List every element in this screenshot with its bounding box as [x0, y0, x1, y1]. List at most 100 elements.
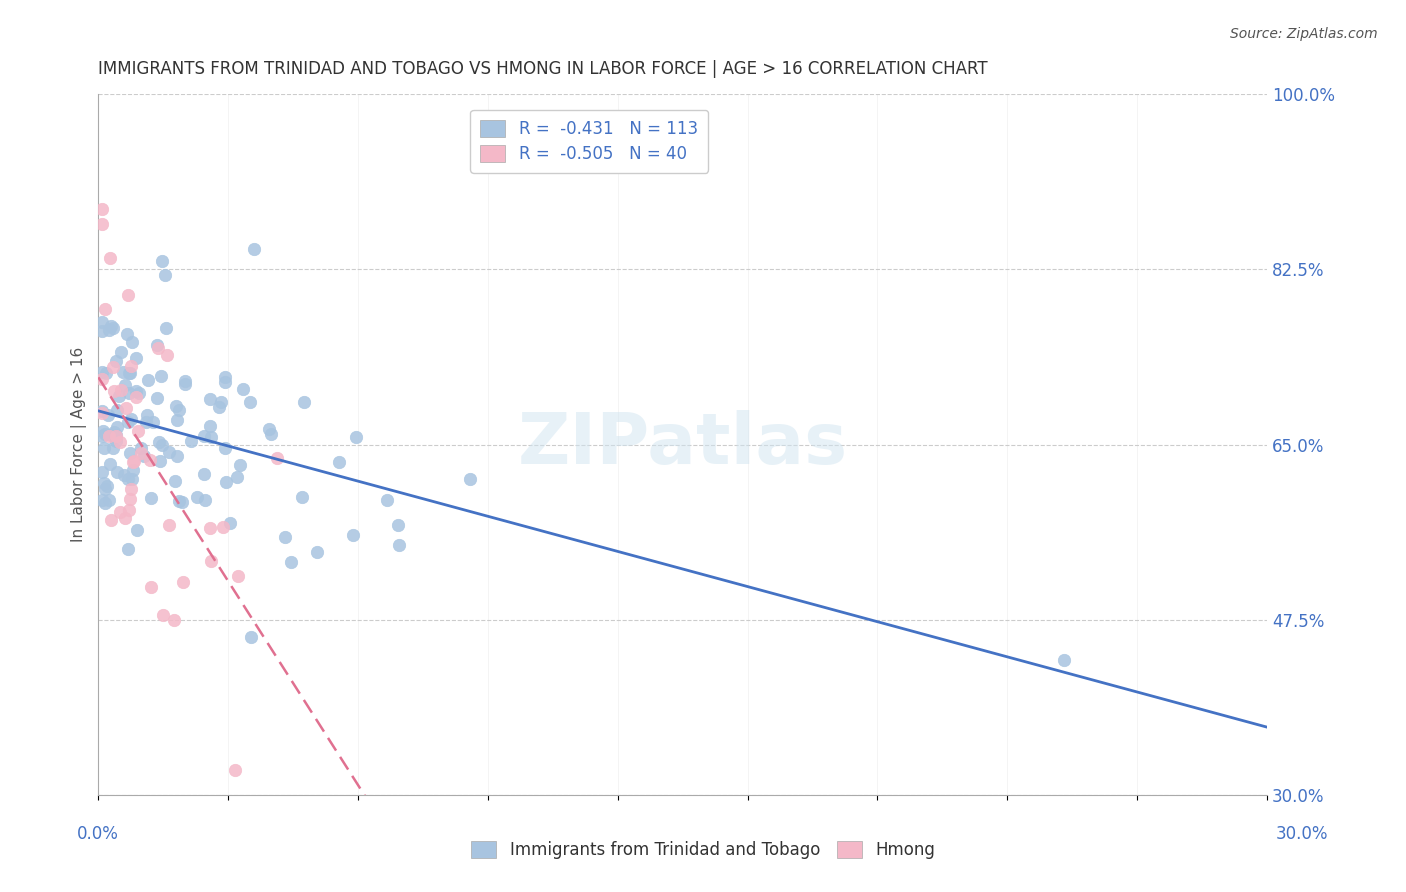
Point [91, 406, 114, 420]
Point [100, 428, 122, 442]
Point [149, 454, 172, 468]
Point [96, 367, 118, 381]
Point [98, 493, 121, 508]
Point [120, 366, 142, 380]
Point [94, 426, 117, 441]
Point [114, 511, 136, 525]
Point [292, 394, 315, 409]
Point [214, 375, 236, 389]
Point [114, 378, 136, 392]
Point [170, 495, 193, 509]
Point [458, 472, 481, 486]
Point [260, 427, 283, 442]
Point [117, 472, 139, 486]
Point [108, 434, 131, 449]
Point [115, 327, 138, 342]
Point [118, 503, 141, 517]
Point [226, 469, 249, 483]
Point [96, 478, 118, 492]
Point [243, 243, 266, 257]
Point [156, 348, 179, 362]
Point [93, 441, 115, 455]
Point [200, 419, 222, 434]
Point [146, 338, 169, 352]
Point [193, 429, 215, 443]
Point [103, 384, 125, 399]
Point [127, 424, 149, 438]
Point [132, 449, 155, 463]
Y-axis label: In Labor Force | Age > 16: In Labor Force | Age > 16 [72, 347, 87, 542]
Point [174, 375, 197, 389]
Point [124, 453, 146, 467]
Point [93, 476, 115, 491]
Point [166, 413, 188, 427]
Point [100, 512, 122, 526]
Point [110, 345, 132, 359]
Point [152, 608, 174, 623]
Point [112, 468, 135, 483]
Point [165, 399, 187, 413]
Point [97, 409, 120, 423]
Point [118, 386, 141, 401]
Point [224, 763, 246, 777]
Point [280, 555, 302, 569]
Point [91, 372, 114, 386]
Point [208, 401, 231, 415]
Point [212, 520, 235, 534]
Point [107, 389, 129, 403]
Point [232, 382, 254, 396]
Point [257, 422, 280, 436]
Point [136, 373, 159, 387]
Point [141, 580, 163, 594]
Point [118, 366, 141, 380]
Legend: R =  -0.431   N = 113, R =  -0.505   N = 40: R = -0.431 N = 113, R = -0.505 N = 40 [471, 110, 707, 173]
Point [200, 430, 222, 444]
Point [120, 482, 142, 496]
Point [98, 458, 121, 472]
Point [167, 403, 190, 417]
Point [139, 453, 162, 467]
Point [97, 323, 120, 337]
Point [91, 365, 114, 379]
Point [163, 613, 186, 627]
Point [291, 490, 314, 504]
Point [214, 369, 236, 384]
Point [139, 491, 162, 505]
Point [214, 441, 236, 455]
Point [91, 428, 114, 442]
Point [229, 458, 252, 472]
Point [94, 302, 117, 317]
Point [98, 252, 121, 266]
Text: ZIPatlas: ZIPatlas [517, 410, 848, 479]
Point [125, 351, 148, 365]
Point [165, 474, 187, 488]
Point [128, 386, 150, 401]
Point [129, 446, 152, 460]
Text: Source: ZipAtlas.com: Source: ZipAtlas.com [1230, 27, 1378, 41]
Point [200, 521, 222, 535]
Point [215, 475, 238, 490]
Point [107, 403, 129, 417]
Point [166, 450, 188, 464]
Point [94, 496, 117, 510]
Point [240, 630, 263, 644]
Point [91, 315, 114, 329]
Point [193, 467, 215, 481]
Point [125, 384, 148, 398]
Point [122, 455, 145, 469]
Point [219, 516, 242, 531]
Point [105, 465, 128, 479]
Point [103, 441, 125, 455]
Point [120, 359, 142, 373]
Point [266, 450, 288, 465]
Point [98, 429, 121, 443]
Point [174, 376, 197, 391]
Point [142, 415, 165, 429]
Point [101, 359, 124, 374]
Point [129, 442, 152, 456]
Point [150, 368, 173, 383]
Point [103, 425, 125, 439]
Point [111, 365, 134, 379]
Point [105, 420, 128, 434]
Point [91, 492, 114, 507]
